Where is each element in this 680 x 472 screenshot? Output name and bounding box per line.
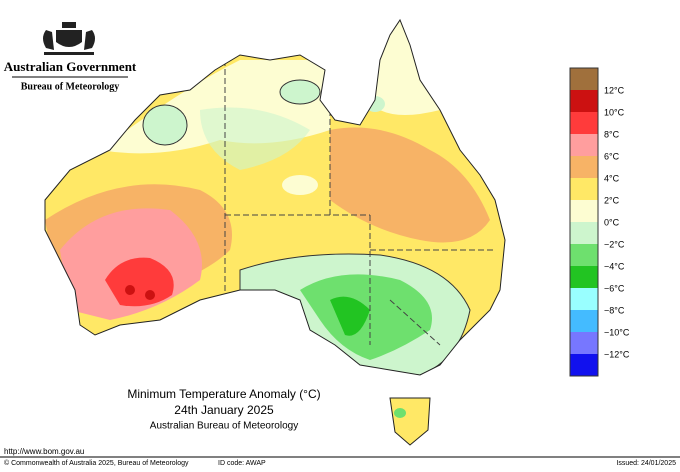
agency-name: Bureau of Meteorology (21, 81, 120, 92)
legend-label: 10°C (604, 107, 625, 117)
legend-swatch (570, 266, 598, 288)
legend-label: 8°C (604, 129, 620, 139)
legend-swatch (570, 288, 598, 310)
legend-swatch (570, 68, 598, 90)
legend-label: −8°C (604, 305, 625, 315)
tasmania-anomaly (394, 408, 406, 418)
legend-swatch (570, 244, 598, 266)
legend-swatch (570, 112, 598, 134)
legend-swatch (570, 200, 598, 222)
legend-swatch (570, 134, 598, 156)
footer-copyright: © Commonwealth of Australia 2025, Bureau… (4, 459, 189, 467)
legend-swatch (570, 178, 598, 200)
legend-swatch (570, 90, 598, 112)
legend-label: −12°C (604, 349, 630, 359)
map-title: Minimum Temperature Anomaly (°C) (127, 387, 320, 401)
legend-swatch (570, 332, 598, 354)
government-name: Australian Government (4, 59, 137, 74)
legend-label: 6°C (604, 151, 620, 161)
footer-issued: Issued: 24/01/2025 (616, 460, 676, 467)
legend-label: −10°C (604, 327, 630, 337)
legend-label: 0°C (604, 217, 620, 227)
coastline (44, 18, 506, 376)
legend-swatch (570, 354, 598, 376)
legend-label: −6°C (604, 283, 625, 293)
legend-swatch (570, 156, 598, 178)
map-date: 24th January 2025 (174, 403, 274, 417)
footer-id: ID code: AWAP (218, 460, 266, 467)
legend: 12°C 10°C 8°C 6°C 4°C 2°C 0°C −2°C −4°C −6°C −8°C −… (569, 67, 630, 377)
legend-label: −2°C (604, 239, 625, 249)
map-source: Australian Bureau of Meteorology (150, 421, 298, 432)
legend-label: 2°C (604, 195, 620, 205)
legend-label: 12°C (604, 85, 625, 95)
footer-url: http://www.bom.gov.au (4, 447, 84, 456)
legend-swatch (570, 222, 598, 244)
legend-swatch (570, 310, 598, 332)
legend-label: 4°C (604, 173, 620, 183)
crest (43, 22, 95, 55)
legend-frame (569, 67, 599, 377)
legend-label: −4°C (604, 261, 625, 271)
